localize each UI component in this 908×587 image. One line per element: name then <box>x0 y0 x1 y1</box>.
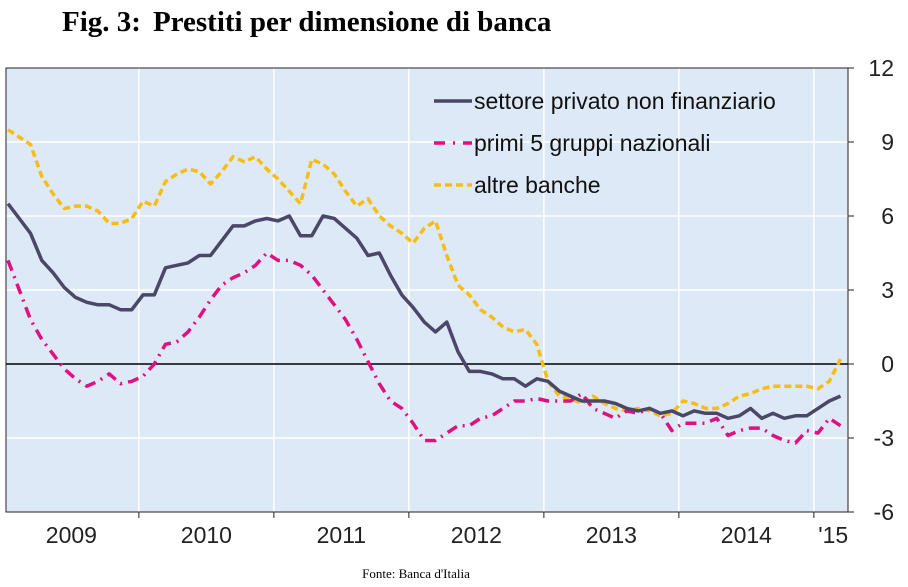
x-tick-label: '15 <box>818 522 848 548</box>
figure-heading: Fig. 3: Prestiti per dimensione di banca <box>62 6 551 50</box>
y-tick-label: -6 <box>874 499 894 525</box>
y-tick-label: 9 <box>881 129 894 155</box>
x-tick-label: 2014 <box>721 522 772 548</box>
x-tick-label: 2010 <box>181 522 232 548</box>
y-tick-label: 6 <box>881 203 894 229</box>
x-tick-label: 2011 <box>317 522 366 548</box>
legend-label-1: primi 5 gruppi nazionali <box>474 130 711 156</box>
y-tick-label: 12 <box>868 55 894 81</box>
series-line-2 <box>7 128 843 418</box>
y-tick-label: -3 <box>874 425 894 451</box>
y-tick-label: 0 <box>881 351 894 377</box>
legend-label-2: altre banche <box>474 172 601 198</box>
chart-title: Prestiti per dimensione di banca <box>152 6 552 38</box>
x-tick-label: 2009 <box>46 522 97 548</box>
figure-number: Fig. 3: <box>62 6 141 38</box>
legend-label-0: settore privato non finanziario <box>474 88 776 114</box>
series-line-0 <box>6 202 842 421</box>
source-note: Fonte: Banca d'Italia <box>362 566 470 581</box>
x-tick-label: 2013 <box>586 522 637 548</box>
y-tick-label: 3 <box>881 277 894 303</box>
x-tick-label: 2012 <box>451 522 502 548</box>
